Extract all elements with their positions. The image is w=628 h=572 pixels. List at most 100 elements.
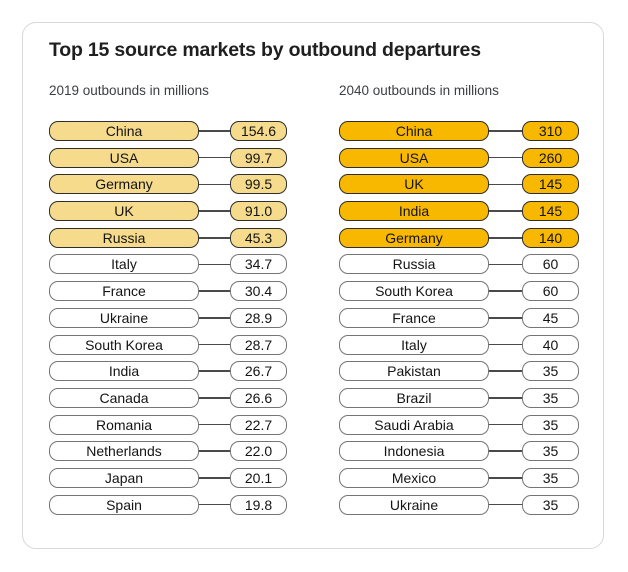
country-pill: China (49, 121, 199, 141)
country-pill: Russia (339, 254, 489, 275)
connector-line (199, 343, 230, 346)
value-pill: 35 (522, 361, 579, 382)
country-pill: China (339, 121, 489, 141)
value-pill: 35 (522, 441, 579, 462)
chart-row: South Korea 28.7 (49, 334, 287, 355)
connector-line (489, 397, 522, 399)
value-pill: 99.5 (230, 174, 287, 195)
connector-line (199, 423, 230, 426)
value-pill: 45.3 (230, 227, 287, 248)
connector-line (489, 210, 522, 212)
chart-row: Indonesia 35 (339, 441, 579, 462)
country-pill: Indonesia (339, 441, 489, 462)
connector-line (199, 210, 230, 212)
chart-row: Brazil 35 (339, 387, 579, 408)
country-pill: UK (339, 174, 489, 195)
column-2040: China 310 USA 260 UK 145 India 145 Germany 140 Rus… (339, 121, 579, 521)
connector-line (489, 156, 522, 159)
value-pill: 145 (522, 201, 579, 222)
country-pill: USA (339, 147, 489, 168)
value-pill: 45 (522, 307, 579, 328)
country-pill: Germany (49, 174, 199, 195)
country-pill: Canada (49, 387, 199, 408)
chart-row: Canada 26.6 (49, 387, 287, 408)
chart-row: India 145 (339, 201, 579, 222)
country-pill: Italy (339, 334, 489, 355)
connector-line (489, 290, 522, 292)
connector-line (489, 236, 522, 239)
chart-row: UK 145 (339, 174, 579, 195)
chart-row: Romania 22.7 (49, 414, 287, 435)
connector-line (199, 263, 230, 266)
connector-line (489, 423, 522, 426)
chart-row: Ukraine 28.9 (49, 307, 287, 328)
value-pill: 20.1 (230, 467, 287, 488)
country-pill: India (49, 361, 199, 382)
country-pill: France (339, 307, 489, 328)
chart-row: Ukraine 35 (339, 494, 579, 515)
connector-line (199, 450, 230, 453)
connector-line (489, 183, 522, 186)
connector-line (199, 290, 230, 292)
connector-line (199, 503, 230, 506)
value-pill: 140 (522, 227, 579, 248)
value-pill: 60 (522, 254, 579, 275)
connector-line (489, 130, 522, 132)
chart-row: Germany 140 (339, 227, 579, 248)
connector-line (199, 236, 230, 239)
column-header-2019: 2019 outbounds in millions (49, 83, 209, 98)
chart-row: USA 260 (339, 147, 579, 168)
chart-row: Russia 45.3 (49, 227, 287, 248)
country-pill: Spain (49, 494, 199, 515)
connector-line (489, 343, 522, 346)
chart-title: Top 15 source markets by outbound depart… (49, 39, 481, 61)
connector-line (199, 317, 230, 319)
country-pill: Ukraine (49, 307, 199, 328)
country-pill: Ukraine (339, 494, 489, 515)
value-pill: 145 (522, 174, 579, 195)
chart-row: Pakistan 35 (339, 361, 579, 382)
value-pill: 35 (522, 494, 579, 515)
value-pill: 22.0 (230, 441, 287, 462)
value-pill: 40 (522, 334, 579, 355)
connector-line (199, 130, 230, 132)
chart-row: Spain 19.8 (49, 494, 287, 515)
value-pill: 26.6 (230, 387, 287, 408)
country-pill: India (339, 201, 489, 222)
value-pill: 22.7 (230, 414, 287, 435)
value-pill: 60 (522, 281, 579, 302)
chart-card: Top 15 source markets by outbound depart… (22, 22, 604, 549)
chart-row: India 26.7 (49, 361, 287, 382)
country-pill: Romania (49, 414, 199, 435)
value-pill: 260 (522, 147, 579, 168)
value-pill: 35 (522, 414, 579, 435)
connector-line (199, 183, 230, 186)
country-pill: France (49, 281, 199, 302)
country-pill: Brazil (339, 387, 489, 408)
country-pill: Pakistan (339, 361, 489, 382)
connector-line (199, 156, 230, 159)
value-pill: 34.7 (230, 254, 287, 275)
value-pill: 35 (522, 467, 579, 488)
country-pill: Mexico (339, 467, 489, 488)
column-2019: China 154.6 USA 99.7 Germany 99.5 UK 91.0 Russia… (49, 121, 287, 521)
chart-row: South Korea 60 (339, 281, 579, 302)
country-pill: UK (49, 201, 199, 222)
connector-line (489, 317, 522, 319)
value-pill: 28.9 (230, 307, 287, 328)
chart-row: Saudi Arabia 35 (339, 414, 579, 435)
value-pill: 99.7 (230, 147, 287, 168)
column-header-2040: 2040 outbounds in millions (339, 83, 499, 98)
connector-line (199, 370, 230, 372)
country-pill: Italy (49, 254, 199, 275)
chart-row: Mexico 35 (339, 467, 579, 488)
country-pill: Netherlands (49, 441, 199, 462)
connector-line (489, 370, 522, 372)
chart-row: Russia 60 (339, 254, 579, 275)
country-pill: Germany (339, 227, 489, 248)
value-pill: 19.8 (230, 494, 287, 515)
connector-line (489, 477, 522, 479)
chart-row: Germany 99.5 (49, 174, 287, 195)
connector-line (489, 263, 522, 266)
connector-line (489, 503, 522, 506)
